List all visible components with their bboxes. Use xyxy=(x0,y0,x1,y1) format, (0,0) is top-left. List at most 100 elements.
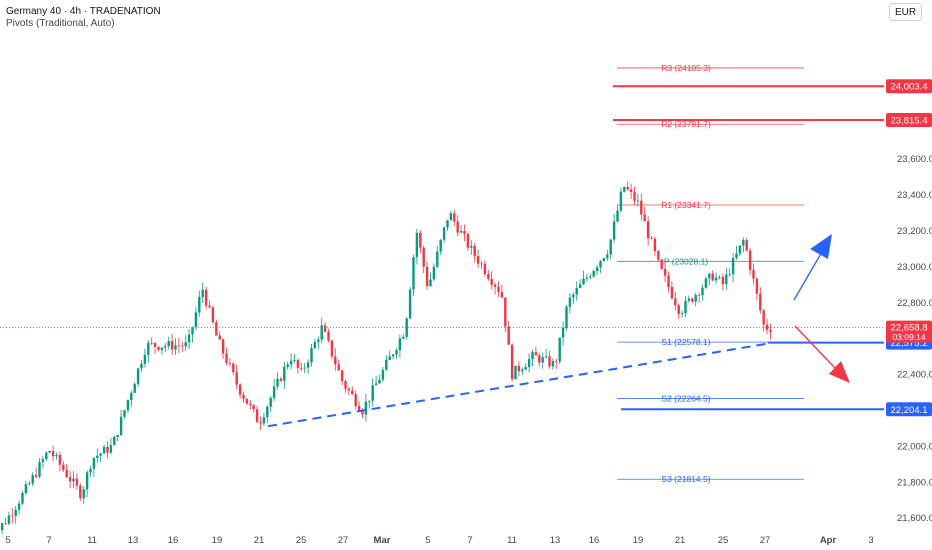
symbol-title[interactable]: Germany 40 · 4h · TRADENATION xyxy=(6,6,161,17)
candle xyxy=(725,268,728,290)
candle-body xyxy=(96,455,99,458)
candle xyxy=(551,358,555,370)
y-tick-label: 23,200.0 xyxy=(897,226,932,237)
candle-body xyxy=(174,345,177,350)
candle-body xyxy=(490,278,493,285)
candle-body xyxy=(119,416,123,435)
candle xyxy=(609,238,612,260)
candle xyxy=(558,337,561,365)
candle-body xyxy=(368,400,371,402)
candle xyxy=(102,444,106,454)
candle xyxy=(313,338,317,349)
candle xyxy=(721,273,725,291)
candle-body xyxy=(612,221,616,240)
candle xyxy=(136,367,140,388)
candle xyxy=(538,352,541,367)
y-tick-label: 21,600.0 xyxy=(897,513,932,524)
candle-body xyxy=(85,472,89,490)
candle-body xyxy=(113,437,116,446)
candle xyxy=(133,382,136,393)
candle xyxy=(531,349,534,367)
candle-body xyxy=(259,422,262,424)
candle xyxy=(412,254,415,297)
candle xyxy=(487,269,490,281)
x-tick-label: 19 xyxy=(212,535,223,546)
candle-body xyxy=(558,337,561,362)
x-tick-label: 25 xyxy=(296,535,307,546)
candle-body xyxy=(130,392,133,401)
candle-body xyxy=(14,509,17,516)
candle-body xyxy=(521,369,524,372)
candle-body xyxy=(62,464,65,470)
candle-body xyxy=(459,231,463,233)
candle xyxy=(255,406,259,423)
candle xyxy=(565,305,568,331)
candle xyxy=(150,337,153,346)
candle xyxy=(660,258,663,270)
candle xyxy=(629,183,633,200)
candle xyxy=(500,285,504,299)
candle-body xyxy=(0,523,4,531)
candle-body xyxy=(731,258,735,275)
candle-body xyxy=(680,313,684,314)
candle-body xyxy=(191,327,194,335)
candle xyxy=(572,292,575,305)
candle xyxy=(391,353,395,359)
candle xyxy=(704,276,708,289)
candle-body xyxy=(116,434,119,438)
candle xyxy=(691,297,694,304)
current-price-label: 22,658.8 xyxy=(891,323,928,334)
level-badge-label: 24,003.4 xyxy=(891,82,928,93)
candle xyxy=(422,245,425,274)
currency-button[interactable]: EUR xyxy=(889,3,922,21)
candle-body xyxy=(415,232,419,258)
candle-body xyxy=(592,271,595,277)
candle-body xyxy=(531,352,534,360)
candle xyxy=(259,416,262,431)
pivot-label: S1 (22578.1) xyxy=(661,337,710,347)
trendline xyxy=(267,342,769,428)
candle-body xyxy=(34,475,38,477)
candle xyxy=(371,378,374,407)
candle-body xyxy=(687,298,691,301)
x-tick-label: 5 xyxy=(5,535,10,546)
candle-body xyxy=(323,325,327,332)
candle xyxy=(310,343,313,367)
candle-body xyxy=(361,410,364,415)
candle-body xyxy=(449,213,453,221)
candle xyxy=(568,293,572,314)
candle-body xyxy=(609,239,612,255)
candle-body xyxy=(572,294,575,298)
candle xyxy=(402,334,405,340)
candle-body xyxy=(133,383,136,393)
level-badge xyxy=(886,112,932,127)
candle xyxy=(738,245,742,257)
candle-body xyxy=(337,364,340,371)
y-tick-label: 21,800.0 xyxy=(897,477,932,488)
x-tick-label: 16 xyxy=(168,535,179,546)
candle xyxy=(684,296,687,318)
candle xyxy=(459,224,463,234)
candle xyxy=(381,366,385,383)
candle-body xyxy=(398,338,402,351)
candle xyxy=(456,215,459,237)
candle xyxy=(623,186,626,193)
candle-body xyxy=(623,186,626,192)
arrow-head xyxy=(810,234,832,259)
candle xyxy=(157,346,160,352)
candle-body xyxy=(157,346,160,350)
candle-body xyxy=(602,258,606,261)
candle-body xyxy=(456,221,459,233)
candle xyxy=(323,321,327,333)
candle-body xyxy=(136,368,140,384)
candle xyxy=(221,337,225,359)
candle-body xyxy=(279,378,283,381)
indicator-label[interactable]: Pivots (Traditional, Auto) xyxy=(6,18,115,29)
candle xyxy=(769,323,772,340)
candle xyxy=(109,438,113,455)
candle-body xyxy=(68,476,72,482)
candle-body xyxy=(616,210,619,222)
candle xyxy=(575,281,578,301)
candle xyxy=(177,337,181,353)
